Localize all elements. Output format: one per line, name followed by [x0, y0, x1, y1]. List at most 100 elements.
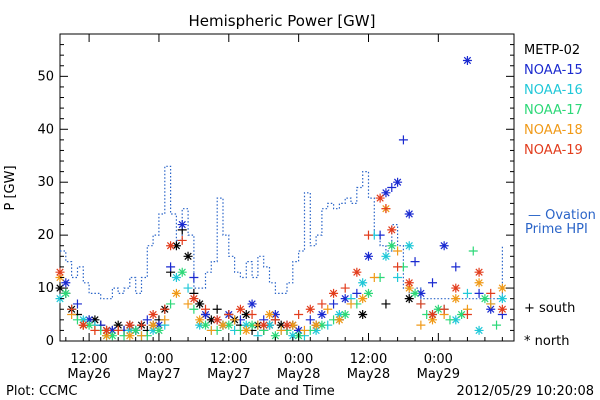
data-point-north — [107, 325, 117, 335]
data-point-north — [166, 241, 176, 251]
chart-title: Hemispheric Power [GW] — [189, 12, 376, 30]
data-point-north — [404, 294, 414, 304]
data-point-north — [358, 294, 368, 304]
x-tick-label-date: May28 — [277, 367, 320, 382]
data-point-north — [462, 55, 472, 65]
data-point-north — [55, 267, 65, 277]
data-point-north — [78, 320, 88, 330]
data-point-north — [201, 310, 211, 320]
data-point-south — [189, 272, 199, 282]
data-point-south — [462, 310, 472, 320]
data-point-north — [497, 304, 507, 314]
data-point-north — [358, 310, 368, 320]
data-point-north — [294, 325, 304, 335]
data-point-north — [381, 251, 391, 261]
data-point-south — [369, 272, 379, 282]
data-point-north — [428, 315, 438, 325]
legend-ovation-label-2: Prime HPI — [525, 222, 588, 237]
satellite-series-group — [55, 55, 507, 341]
data-point-south — [189, 304, 199, 314]
data-point-north — [375, 193, 385, 203]
x-tick-label-time: 0:00 — [144, 352, 173, 367]
data-point-south — [451, 262, 461, 272]
data-point-south — [136, 320, 146, 330]
data-point-north — [247, 320, 257, 330]
data-point-north — [282, 320, 292, 330]
legend-entry: NOAA-18 — [524, 123, 583, 138]
data-point-north — [218, 320, 228, 330]
data-point-south — [183, 299, 193, 309]
data-point-north — [404, 283, 414, 293]
data-point-south — [224, 310, 234, 320]
legend-entry: METP-02 — [524, 43, 580, 58]
data-point-north — [235, 304, 245, 314]
legend-north-label: * north — [524, 334, 570, 349]
data-point-north — [148, 310, 158, 320]
series-noaa-18 — [55, 204, 507, 341]
data-point-north — [410, 288, 420, 298]
data-point-north — [177, 267, 187, 277]
data-point-north — [334, 310, 344, 320]
data-point-north — [189, 294, 199, 304]
y-tick-label: 50 — [37, 69, 54, 84]
data-point-south — [177, 235, 187, 245]
data-point-south — [270, 315, 280, 325]
data-point-north — [305, 304, 315, 314]
data-point-south — [387, 183, 397, 192]
data-point-north — [171, 288, 181, 298]
data-point-north — [265, 320, 275, 330]
data-point-north — [387, 241, 397, 251]
data-point-south — [317, 299, 327, 309]
legend: METP-02 NOAA-15 NOAA-16 NOAA-17 NOAA-18 NOAA-… — [524, 43, 583, 158]
data-point-south — [67, 304, 77, 314]
footer-plot-source: Plot: CCMC — [6, 384, 77, 399]
data-point-north — [433, 304, 443, 314]
plot-area — [59, 33, 515, 342]
data-point-south — [183, 283, 193, 293]
data-point-south — [439, 304, 449, 314]
data-point-north — [352, 267, 362, 277]
data-point-north — [270, 310, 280, 320]
data-point-south — [398, 135, 408, 145]
y-tick-label: 20 — [37, 228, 54, 243]
data-point-north — [183, 251, 193, 261]
data-point-north — [212, 315, 222, 325]
data-point-south — [393, 246, 403, 256]
data-point-south — [160, 304, 170, 314]
data-point-south — [381, 204, 391, 214]
data-point-north — [171, 241, 181, 251]
data-point-north — [78, 315, 88, 325]
data-point-south — [166, 262, 176, 272]
data-point-north — [474, 267, 484, 277]
data-point-north — [474, 325, 484, 335]
x-tick-label-date: May27 — [207, 367, 250, 382]
data-point-north — [329, 288, 339, 298]
data-point-south — [305, 315, 315, 325]
data-point-south — [340, 283, 350, 293]
data-point-south — [247, 310, 257, 320]
ovation-line — [60, 165, 503, 300]
data-point-north — [480, 294, 490, 304]
data-point-north — [288, 320, 298, 330]
x-axis-ticks: 12:00May260:00May2712:00May270:00May2812… — [65, 34, 503, 382]
legend-entry: NOAA-17 — [524, 103, 583, 118]
data-point-south — [142, 315, 152, 325]
data-point-north — [148, 325, 158, 335]
data-point-north — [259, 320, 269, 330]
x-tick-label-date: May28 — [347, 367, 390, 382]
data-point-north — [363, 288, 373, 298]
data-point-south — [329, 299, 339, 309]
footer-timestamp: 2012/05/29 10:20:08 — [457, 384, 594, 399]
data-point-north — [102, 325, 112, 335]
x-tick-label-time: 12:00 — [70, 352, 107, 367]
data-point-south — [212, 304, 222, 314]
data-point-south — [201, 304, 211, 314]
data-point-south — [474, 288, 484, 298]
x-tick-label-date: May26 — [67, 367, 110, 382]
data-point-north — [113, 320, 123, 330]
x-axis-label: Date and Time — [239, 384, 335, 399]
data-point-north — [340, 294, 350, 304]
data-point-north — [474, 278, 484, 288]
data-point-north — [206, 315, 216, 325]
